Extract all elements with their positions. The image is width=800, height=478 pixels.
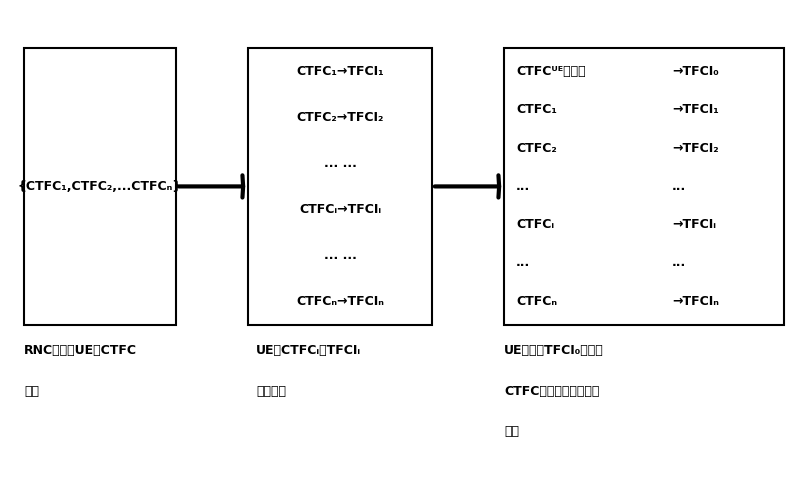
Text: CTFC₁: CTFC₁ [516,103,557,117]
Text: →TFCIᵢ: →TFCIᵢ [672,218,716,231]
Text: ...: ... [672,256,686,270]
Text: CTFC₂→TFCI₂: CTFC₂→TFCI₂ [296,111,384,124]
Text: →TFCIₙ: →TFCIₙ [672,294,719,308]
Text: UE将CTFCᵢ和TFCIᵢ: UE将CTFCᵢ和TFCIᵢ [256,344,361,357]
Text: CTFCᵢ: CTFCᵢ [516,218,554,231]
Text: CTFC₁→TFCI₁: CTFC₁→TFCI₁ [296,65,384,78]
Text: CTFCᵢ→TFCIᵢ: CTFCᵢ→TFCIᵢ [299,203,381,216]
Bar [504,48,784,325]
Text: →TFCI₀: →TFCI₀ [672,65,718,78]
Text: ...: ... [516,180,530,193]
Bar [24,48,176,325]
Text: CTFCₙ: CTFCₙ [516,294,557,308]
Text: ... ...: ... ... [323,157,357,170]
Text: CTFCₙ→TFCIₙ: CTFCₙ→TFCIₙ [296,294,384,308]
Text: CTFCᵁᴱ默认值: CTFCᵁᴱ默认值 [516,65,586,78]
Text: 序列: 序列 [24,385,39,398]
Text: 一一对应: 一一对应 [256,385,286,398]
Text: {CTFC₁,CTFC₂,...CTFCₙ}: {CTFC₁,CTFC₂,...CTFCₙ} [18,180,182,193]
Text: 配置: 配置 [504,425,519,438]
Text: →TFCI₂: →TFCI₂ [672,141,718,155]
Text: RNC发送到UE的CTFC: RNC发送到UE的CTFC [24,344,137,357]
Text: UE增加和TFCI₀对应的: UE增加和TFCI₀对应的 [504,344,604,357]
Text: ...: ... [672,180,686,193]
Text: CTFC₂: CTFC₂ [516,141,557,155]
Text: CTFC值，该值用其默认: CTFC值，该值用其默认 [504,385,599,398]
Bar [248,48,432,325]
Text: ...: ... [516,256,530,270]
Text: →TFCI₁: →TFCI₁ [672,103,718,117]
Text: ... ...: ... ... [323,249,357,262]
